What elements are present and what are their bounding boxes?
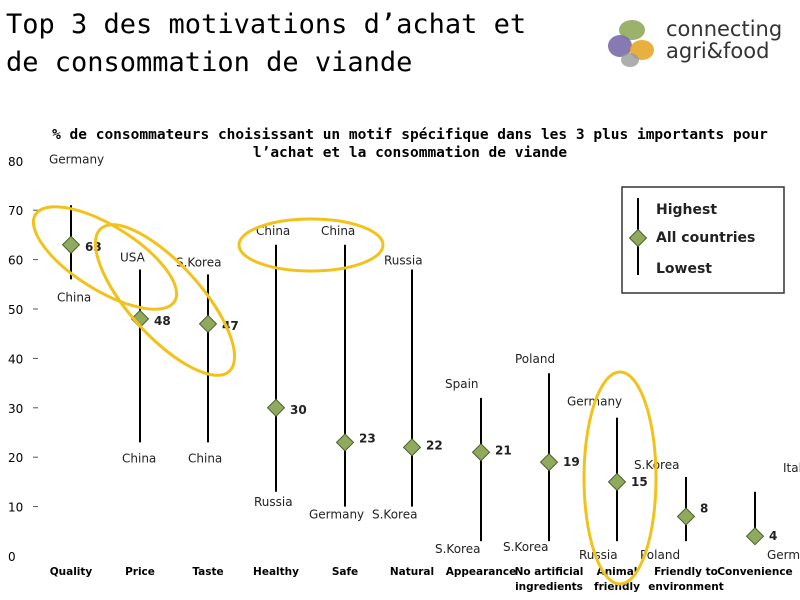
lowest-country-label: China: [122, 451, 156, 465]
y-tick-label: 40: [8, 352, 23, 366]
all-countries-marker: [539, 452, 559, 472]
chart-subtitle: % de consommateurs choisissant un motif …: [52, 127, 768, 161]
lowest-country-label: Poland: [640, 548, 680, 562]
lowest-country-label: S.Korea: [435, 542, 480, 556]
category-label: Price: [125, 566, 155, 578]
page-title: Top 3 des motivations d’achat et de cons…: [6, 9, 527, 78]
category-label: Taste: [192, 566, 223, 578]
category-label: friendly: [594, 581, 640, 593]
connecting-agrifood-logo: connecting agri&food: [606, 16, 796, 72]
highest-country-label: S.Korea: [176, 255, 221, 269]
category-label: Safe: [332, 566, 358, 578]
value-label: 15: [631, 475, 648, 489]
value-label: 30: [290, 403, 307, 417]
y-tick-label: 20: [8, 451, 23, 465]
lowest-country-label: Russia: [579, 548, 618, 562]
logo-text-line2: agri&food: [666, 39, 770, 63]
lowest-country-label: Germany: [309, 508, 364, 522]
all-countries-marker: [266, 398, 286, 417]
category-label: environment: [648, 581, 723, 593]
category-label: Healthy: [253, 566, 299, 578]
all-countries-marker: [61, 235, 81, 254]
value-label: 48: [154, 314, 171, 328]
y-tick-label: 0: [8, 550, 16, 564]
legend-lowest: Lowest: [656, 261, 712, 277]
category-label: Appearance: [446, 566, 516, 578]
value-label: 8: [700, 501, 708, 515]
highest-country-label: Italy: [783, 461, 800, 475]
category-label: No artificial: [515, 566, 584, 578]
legend-box: [621, 186, 785, 294]
logo-text-line1: connecting: [666, 17, 783, 41]
lowest-country-label: S.Korea: [503, 540, 548, 554]
highest-country-label: Spain: [445, 377, 479, 391]
legend-all-countries: All countries: [656, 230, 755, 246]
highest-country-label: Russia: [384, 253, 423, 267]
all-countries-marker: [402, 438, 422, 457]
highest-country-label: USA: [120, 250, 146, 264]
all-countries-marker: [471, 443, 491, 462]
lowest-country-label: China: [188, 451, 222, 465]
y-tick-label: 50: [8, 303, 23, 317]
value-label: 19: [563, 455, 580, 469]
value-label: 63: [85, 240, 102, 254]
category-label: Natural: [390, 566, 434, 578]
all-countries-marker: [607, 472, 627, 492]
category-label: Friendly to: [654, 566, 718, 578]
value-label: 4: [769, 529, 777, 543]
y-tick-label: 30: [8, 402, 23, 416]
y-tick-label: 10: [8, 501, 23, 515]
category-label: Convenience: [717, 566, 792, 578]
category-label: ingredients: [515, 581, 583, 593]
y-tick-label: 60: [8, 254, 23, 268]
lowest-country-label: Germany: [767, 548, 800, 562]
lowest-country-label: Russia: [254, 495, 293, 509]
legend-highest: Highest: [656, 202, 717, 218]
value-label: 22: [426, 438, 443, 452]
lowest-country-label: China: [57, 290, 91, 304]
highlight-healthy-safe: [237, 217, 385, 273]
all-countries-marker: [335, 433, 355, 452]
highest-country-label: Germany: [49, 152, 104, 166]
all-countries-marker: [745, 527, 765, 546]
lowest-country-label: S.Korea: [372, 508, 417, 522]
y-tick-label: 80: [8, 155, 23, 169]
all-countries-marker: [676, 507, 696, 526]
y-tick-label: 70: [8, 204, 23, 218]
legend-marker: [628, 228, 648, 248]
value-label: 23: [359, 431, 376, 445]
highest-country-label: Poland: [515, 352, 555, 366]
logo-mark-icon: [608, 20, 654, 67]
highest-country-label: China: [321, 224, 355, 238]
category-label: Quality: [50, 566, 93, 578]
highest-country-label: China: [256, 224, 290, 238]
highlight-quality-price-taste: [31, 205, 179, 311]
highlight-animal-friendly: [582, 370, 658, 586]
value-label: 21: [495, 443, 512, 457]
highlight-price-taste: [93, 223, 237, 377]
all-countries-marker: [198, 314, 218, 334]
